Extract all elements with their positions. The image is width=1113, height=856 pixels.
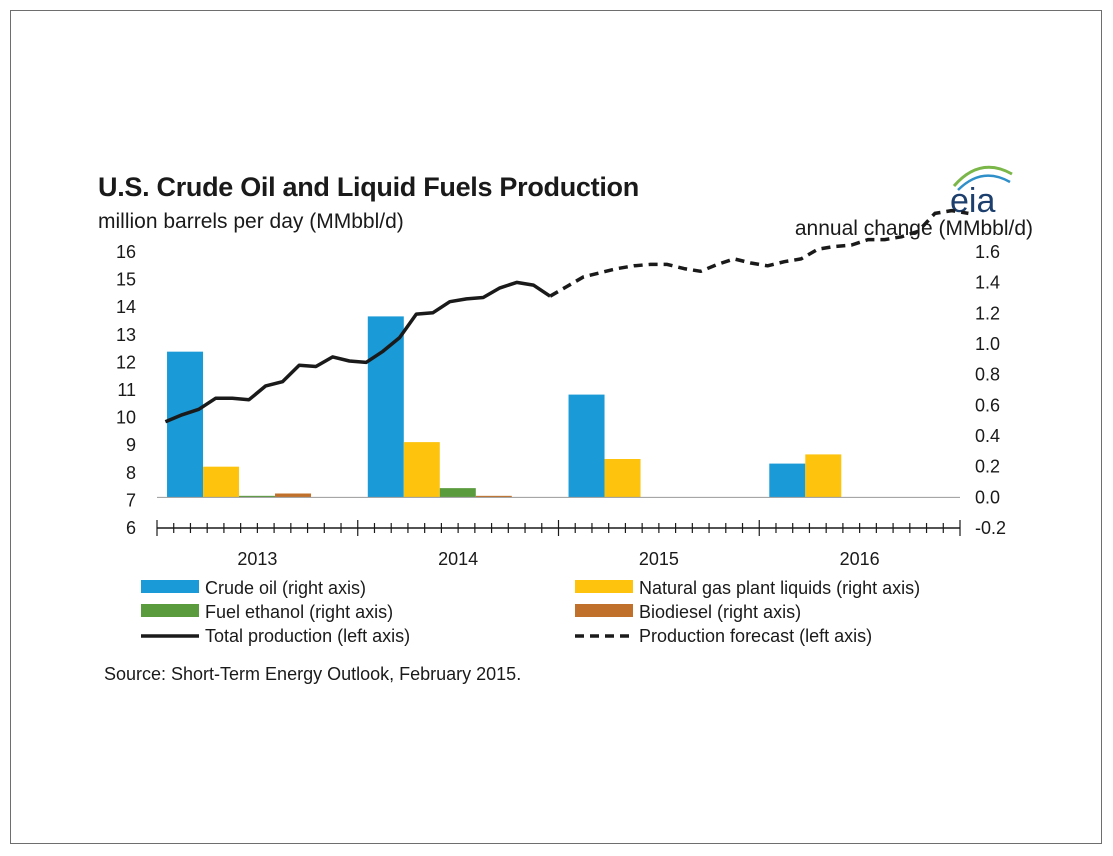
bar-natural-gas-plant-liquids-2016: [805, 454, 842, 498]
line-series: [164, 208, 969, 424]
bar-crude-oil-2016: [769, 463, 806, 498]
x-tick-label-2014: 2014: [438, 549, 478, 569]
right-axis: -0.2 0.0 0.2 0.4 0.6 0.8 1.0 1.2 1.4 1.6: [975, 242, 1006, 538]
logo-arc-green: [952, 165, 1013, 187]
bar-crude-oil-2014: [367, 316, 404, 498]
left-axis: 6 7 8 9 10 11 12 13 14 15 16: [116, 242, 136, 538]
right-axis-unit: annual change (MMbbl/d): [794, 217, 1033, 240]
left-tick-label: 12: [116, 352, 136, 372]
legend-swatch: [141, 580, 199, 593]
right-tick-label: 1.2: [975, 303, 1000, 323]
bar-crude-oil-2013: [167, 351, 204, 498]
legend-swatch: [575, 604, 633, 617]
legend: Crude oil (right axis) Natural gas plant …: [141, 578, 920, 646]
left-tick-label: 7: [126, 490, 136, 510]
legend-label: Fuel ethanol (right axis): [205, 602, 393, 622]
legend-swatch: [141, 604, 199, 617]
x-tick-label-2016: 2016: [840, 549, 880, 569]
logo-text: eia: [950, 182, 995, 216]
x-axis: 2013 2014 2015 2016: [156, 496, 961, 569]
right-tick-label: 1.4: [975, 273, 1000, 293]
right-tick-label: 0.8: [975, 365, 1000, 385]
right-tick-label: 0.4: [975, 426, 1000, 446]
chart-frame: [10, 10, 1102, 844]
left-tick-label: 14: [116, 297, 136, 317]
source-note: Source: Short-Term Energy Outlook, Febru…: [104, 664, 522, 684]
right-tick-label: 0.0: [975, 487, 1000, 507]
right-tick-label: 1.6: [975, 242, 1000, 262]
right-tick-label: 0.6: [975, 395, 1000, 415]
left-tick-label: 15: [116, 270, 136, 290]
left-axis-unit: million barrels per day (MMbbl/d): [98, 210, 404, 233]
right-tick-label: 1.0: [975, 334, 1000, 354]
logo-arc-blue: [957, 174, 1011, 191]
bar-crude-oil-2015: [568, 394, 605, 498]
bar-natural-gas-plant-liquids-2014: [403, 442, 440, 498]
legend-label: Crude oil (right axis): [205, 578, 366, 598]
bar-fuel-ethanol-2014: [439, 488, 476, 498]
left-tick-label: 9: [126, 435, 136, 455]
legend-label: Total production (left axis): [205, 626, 410, 646]
left-tick-label: 10: [116, 408, 136, 428]
left-tick-label: 16: [116, 242, 136, 262]
bar-natural-gas-plant-liquids-2013: [203, 466, 240, 498]
x-tick-label-2013: 2013: [237, 549, 277, 569]
legend-label: Production forecast (left axis): [639, 626, 872, 646]
bar-biodiesel-2014: [475, 495, 512, 498]
legend-label: Natural gas plant liquids (right axis): [639, 578, 920, 598]
left-tick-label: 11: [117, 380, 136, 400]
legend-label: Biodiesel (right axis): [639, 602, 801, 622]
left-tick-label: 8: [126, 463, 136, 483]
bar-fuel-ethanol-2013: [239, 495, 276, 498]
bar-natural-gas-plant-liquids-2015: [604, 459, 641, 498]
x-tick-label-2015: 2015: [639, 549, 679, 569]
legend-swatch: [575, 580, 633, 593]
left-tick-label: 13: [116, 325, 136, 345]
bar-biodiesel-2013: [275, 493, 312, 498]
production-forecast-line: [549, 208, 969, 298]
left-tick-label: 6: [126, 518, 136, 538]
right-tick-label: 0.2: [975, 457, 1000, 477]
eia-logo: eia: [950, 165, 1013, 216]
chart-title: U.S. Crude Oil and Liquid Fuels Producti…: [98, 172, 639, 202]
total-production-line: [164, 280, 552, 424]
right-tick-label: -0.2: [975, 518, 1006, 538]
bar-series: [167, 316, 842, 498]
